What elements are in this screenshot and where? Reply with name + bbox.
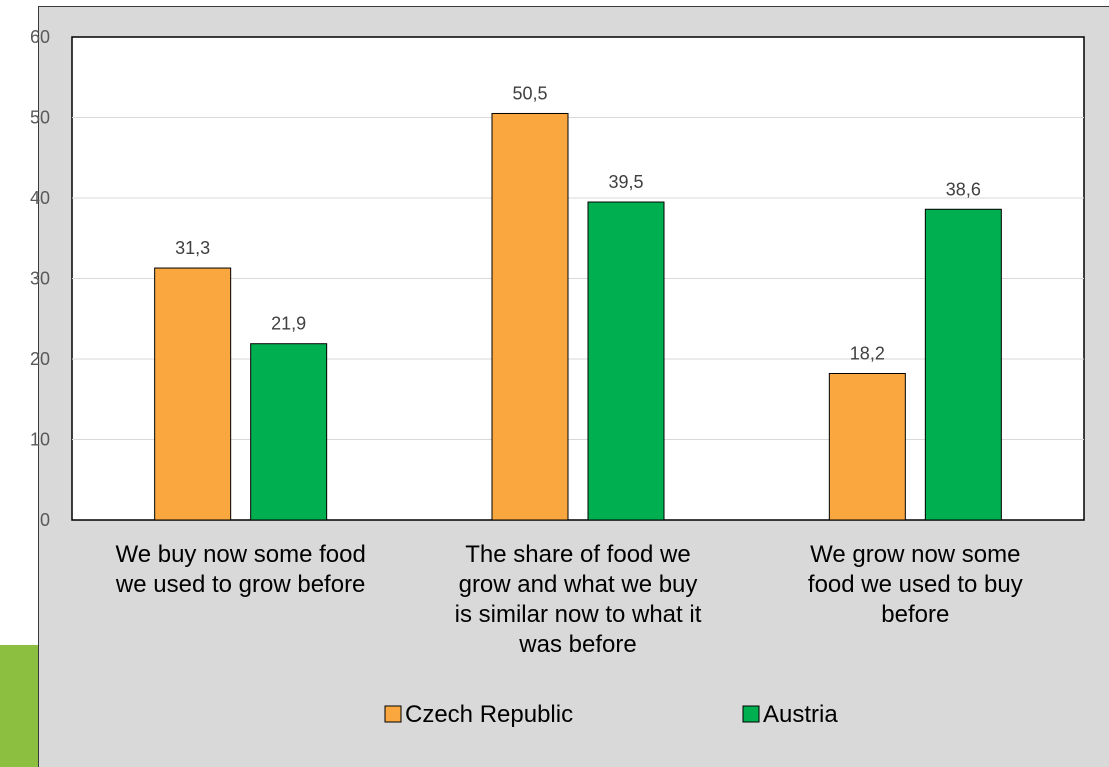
- y-tick-label: 30: [30, 269, 50, 289]
- bar: [491, 112, 569, 521]
- category-label: food we used to buy: [808, 571, 1023, 598]
- category-label: We buy now some food: [115, 541, 365, 568]
- category-label: The share of food we: [465, 541, 690, 568]
- bar: [924, 208, 1002, 521]
- data-label: 39,5: [608, 172, 643, 192]
- legend-label: Czech Republic: [405, 701, 573, 728]
- legend-swatch: [742, 705, 760, 723]
- category-label: We grow now some: [810, 541, 1020, 568]
- category-label: was before: [518, 631, 636, 658]
- bar: [250, 343, 328, 521]
- y-tick-label: 60: [30, 27, 50, 47]
- bars: [154, 112, 1002, 521]
- y-tick-label: 50: [30, 108, 50, 128]
- data-label: 38,6: [946, 179, 981, 199]
- y-tick-label: 0: [40, 510, 50, 530]
- data-label: 31,3: [175, 238, 210, 258]
- bar: [587, 201, 665, 521]
- category-label: before: [881, 601, 949, 628]
- y-tick-label: 40: [30, 188, 50, 208]
- data-label: 21,9: [271, 314, 306, 334]
- bar: [154, 267, 232, 521]
- slide-accent-bar: [0, 645, 42, 767]
- y-axis-ticks: 0 10 20 30 40 50 60: [30, 27, 50, 530]
- legend-label: Austria: [763, 701, 838, 728]
- y-tick-label: 10: [30, 430, 50, 450]
- category-label: we used to grow before: [115, 571, 365, 598]
- category-label: grow and what we buy: [459, 571, 698, 598]
- category-labels: We buy now some food we used to grow befo…: [115, 541, 1023, 658]
- legend: Czech Republic Austria: [384, 701, 838, 728]
- data-labels: 31,3 21,9 50,5 39,5 18,2 38,6: [175, 83, 981, 363]
- bar: [828, 372, 906, 521]
- data-label: 50,5: [512, 83, 547, 103]
- gridlines: [72, 117, 1084, 440]
- y-tick-label: 20: [30, 349, 50, 369]
- category-label: is similar now to what it: [455, 601, 702, 628]
- legend-swatch: [384, 705, 402, 723]
- data-label: 18,2: [850, 343, 885, 363]
